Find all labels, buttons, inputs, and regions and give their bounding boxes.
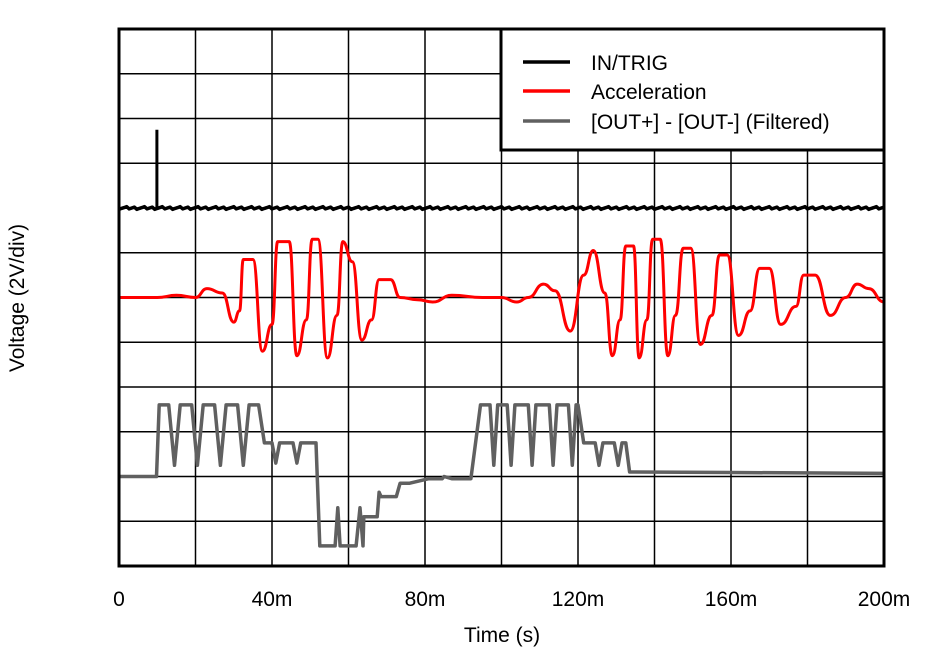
legend-label-acceleration: Acceleration: [591, 81, 707, 104]
y-axis-title: Voltage (2V/div): [6, 224, 29, 372]
legend: IN/TRIG Acceleration [OUT+] - [OUT-] (Fi…: [499, 27, 886, 152]
x-axis-tick-labels: 0 40m 80m 120m 160m 200m: [113, 588, 910, 611]
legend-item-in-trig: IN/TRIG: [523, 52, 668, 75]
series-acceleration: [119, 237, 885, 360]
x-tick-label: 80m: [405, 588, 446, 611]
x-tick-label: 40m: [252, 588, 293, 611]
series-in-trig: [118, 204, 885, 212]
x-tick-label: 0: [113, 588, 125, 611]
series-layer: [118, 129, 885, 548]
x-tick-label: 200m: [858, 588, 911, 611]
legend-label-out-filtered: [OUT+] - [OUT-] (Filtered): [591, 111, 830, 134]
legend-label-in-trig: IN/TRIG: [591, 52, 668, 75]
x-tick-label: 120m: [552, 588, 605, 611]
legend-item-acceleration: Acceleration: [523, 81, 707, 104]
legend-item-out-filtered: [OUT+] - [OUT-] (Filtered): [523, 111, 830, 134]
x-tick-label: 160m: [705, 588, 758, 611]
series-out-filtered: [119, 403, 885, 548]
x-axis-title: Time (s): [464, 624, 540, 647]
